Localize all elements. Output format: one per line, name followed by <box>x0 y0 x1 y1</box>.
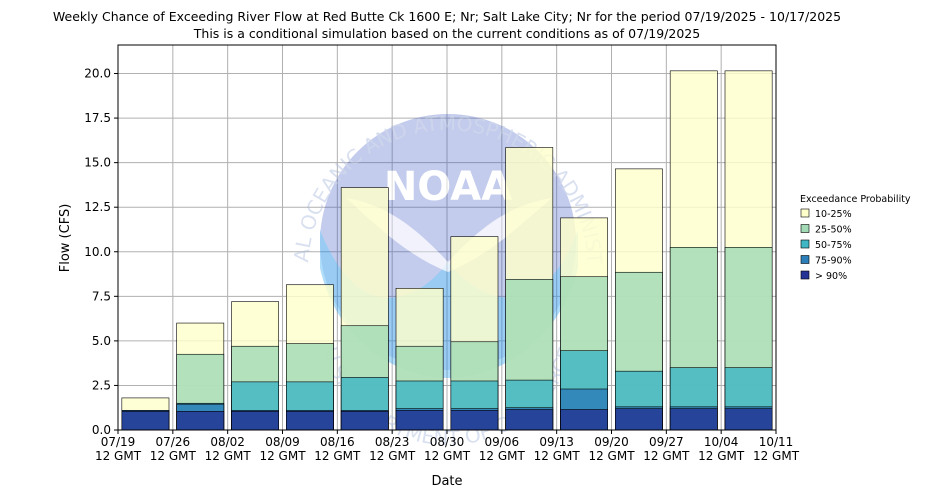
x-tick-label: 08/02 <box>210 435 245 449</box>
legend-swatch <box>800 224 810 233</box>
x-tick-label: 09/27 <box>649 435 684 449</box>
legend: Exceedance Probability 10-25% 25-50% 50-75… <box>800 194 911 282</box>
y-tick-label: 7.5 <box>92 289 111 303</box>
x-tick-label: 07/19 <box>101 435 136 449</box>
bar-90 <box>669 408 718 431</box>
y-axis: 0.0 2.5 5.0 7.5 10.0 12.5 15.0 17.5 20.0 <box>84 67 118 437</box>
x-tick-label: 07/26 <box>156 435 191 449</box>
legend-swatch <box>800 270 810 280</box>
bar-90 <box>286 410 334 431</box>
bar-90 <box>505 409 554 431</box>
x-tick-label: 12 GMT <box>369 449 416 463</box>
bar-90 <box>450 410 499 431</box>
legend-label: > 90% <box>815 271 847 282</box>
x-tick-label: 12 GMT <box>534 449 581 463</box>
y-tick-label: 12.5 <box>84 200 111 214</box>
y-tick-label: 2.5 <box>92 378 111 392</box>
x-axis-label: Date <box>431 474 462 489</box>
legend-label: 50-75% <box>815 240 852 251</box>
x-tick-label: 12 GMT <box>150 449 197 463</box>
x-tick-label: 12 GMT <box>643 449 690 463</box>
x-tick-label: 08/23 <box>375 435 410 449</box>
y-axis-label: Flow (CFS) <box>58 204 73 273</box>
x-tick-label: 12 GMT <box>205 449 252 463</box>
bar-stacks <box>121 70 773 431</box>
noaa-logo-text: NOAA <box>384 164 512 210</box>
x-tick-label: 12 GMT <box>588 449 635 463</box>
bar-90 <box>560 409 608 431</box>
legend-label: 75-90% <box>815 256 852 267</box>
x-tick-label: 12 GMT <box>424 449 471 463</box>
x-tick-label: 09/06 <box>485 435 520 449</box>
x-tick-label: 09/13 <box>539 435 574 449</box>
x-tick-label: 12 GMT <box>479 449 526 463</box>
chart-title: Weekly Chance of Exceeding River Flow at… <box>53 9 841 24</box>
y-tick-label: 20.0 <box>84 67 111 81</box>
y-tick-label: 5.0 <box>92 334 111 348</box>
x-tick-label: 08/30 <box>430 435 465 449</box>
x-tick-label: 09/20 <box>594 435 629 449</box>
bar-90 <box>176 410 225 431</box>
bar-90 <box>395 410 444 431</box>
bar-90 <box>724 408 773 431</box>
bar-90 <box>615 408 663 431</box>
y-tick-label: 15.0 <box>84 156 111 170</box>
x-tick-label: 12 GMT <box>95 449 142 463</box>
legend-title: Exceedance Probability <box>800 194 911 205</box>
x-tick-label: 12 GMT <box>753 449 800 463</box>
y-tick-label: 17.5 <box>84 111 111 125</box>
legend-swatch <box>800 239 810 249</box>
x-tick-label: 12 GMT <box>698 449 745 463</box>
x-tick-label: 12 GMT <box>259 449 306 463</box>
legend-label: 25-50% <box>815 225 852 236</box>
y-tick-label: 0.0 <box>92 423 111 437</box>
chart-subtitle: This is a conditional simulation based o… <box>193 26 700 41</box>
legend-swatch <box>800 255 810 264</box>
legend-label: 10-25% <box>815 209 852 220</box>
bar-90 <box>340 410 389 431</box>
y-tick-label: 10.0 <box>84 245 111 259</box>
x-tick-label: 10/04 <box>704 435 739 449</box>
x-tick-label: 08/09 <box>265 435 300 449</box>
x-tick-label: 10/11 <box>759 435 794 449</box>
bar-90 <box>121 410 170 431</box>
bar-90 <box>231 410 279 431</box>
legend-swatch <box>800 208 810 218</box>
x-tick-label: 12 GMT <box>314 449 361 463</box>
x-tick-label: 08/16 <box>320 435 355 449</box>
